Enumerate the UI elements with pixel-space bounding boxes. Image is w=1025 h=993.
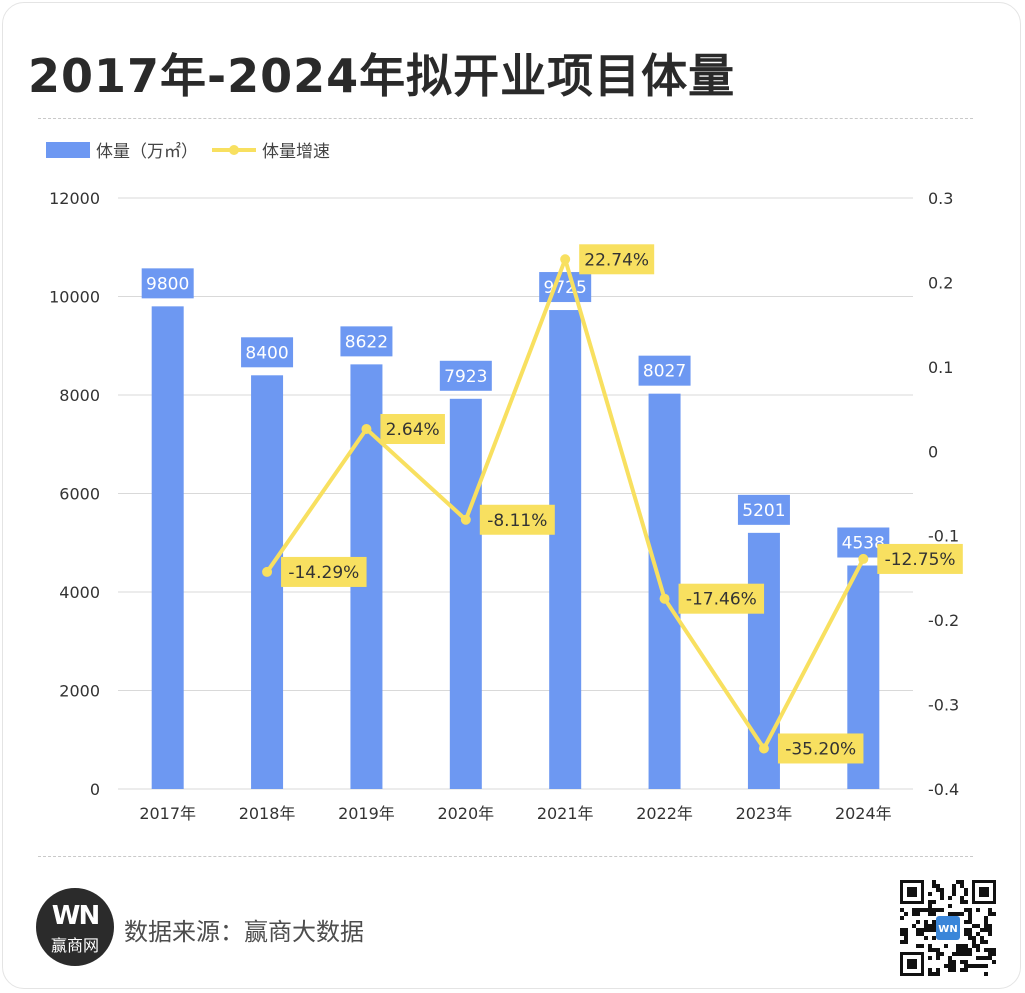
line-value-label: -35.20%	[785, 739, 856, 759]
y-right-tick-label: -0.4	[928, 780, 959, 799]
y-left-tick-label: 12000	[49, 189, 100, 208]
bar-label-box	[439, 360, 492, 391]
x-tick-label: 2024年	[835, 804, 892, 823]
y-right-tick-label: 0.3	[928, 189, 953, 208]
line-point	[361, 423, 372, 434]
bar-label-box	[539, 272, 592, 303]
line-label-box	[877, 543, 963, 574]
y-left-tick-label: 0	[90, 780, 100, 799]
bar	[251, 375, 284, 789]
line-label-box	[380, 413, 445, 444]
bar-value-label: 8027	[643, 362, 686, 382]
legend-label-line: 体量增速	[262, 142, 330, 162]
svg-text:WN: WN	[938, 924, 957, 935]
x-tick-label: 2018年	[239, 804, 296, 823]
y-left-tick-label: 6000	[59, 485, 100, 504]
line-point	[659, 593, 670, 604]
data-source: 数据来源：赢商大数据	[124, 918, 364, 946]
line-label-box	[678, 583, 765, 614]
y-left-tick-label: 2000	[59, 682, 100, 701]
title-divider	[38, 118, 973, 119]
line-point	[460, 514, 471, 525]
line-value-label: 22.74%	[584, 250, 649, 270]
line-label-box	[777, 733, 864, 764]
y-left-tick-label: 8000	[59, 386, 100, 405]
legend-swatch-bar	[46, 142, 90, 158]
line-point	[758, 743, 769, 754]
x-tick-label: 2017年	[139, 804, 196, 823]
bar-value-label: 8400	[245, 343, 288, 363]
y-left-tick-label: 10000	[49, 288, 100, 307]
logo-mark: WN	[51, 901, 100, 931]
line-value-label: -12.75%	[885, 550, 956, 570]
line-value-label: 2.64%	[386, 420, 440, 440]
combo-chart: 0 2000 4000 6000 8000 10000 12000 -0.4 -0.3 -0.2 -…	[46, 142, 963, 823]
bar	[648, 393, 681, 789]
winshang-logo-icon: WN 赢商网	[36, 888, 114, 966]
x-tick-label: 2019年	[338, 804, 395, 823]
y-right-tick-label: -0.2	[928, 611, 959, 630]
bar-label-box	[737, 494, 790, 525]
bar	[549, 310, 582, 789]
bar-label-box	[638, 355, 691, 386]
y-right-tick-label: 0.1	[928, 358, 953, 377]
x-tick-label: 2021年	[537, 804, 594, 823]
y-right-tick-label: -0.1	[928, 527, 959, 546]
bar-label-box	[141, 268, 194, 299]
logo-name: 赢商网	[50, 936, 99, 955]
line-value-label: -8.11%	[487, 511, 547, 531]
line-label-box	[579, 244, 655, 275]
x-tick-label: 2020年	[437, 804, 494, 823]
bar-value-label: 5201	[742, 501, 785, 521]
y-right-tick-label: -0.3	[928, 696, 959, 715]
bar-value-label: 9800	[146, 274, 189, 294]
bar-label-box	[241, 337, 294, 368]
line-point	[560, 254, 571, 265]
line-point	[262, 566, 273, 577]
page-title: 2017年-2024年拟开业项目体量	[28, 49, 736, 103]
y-right-tick-label: 0.2	[928, 273, 953, 292]
line-label-box	[281, 556, 367, 587]
bar	[151, 306, 184, 789]
line-value-label: -14.29%	[288, 563, 359, 583]
legend-label-bar: 体量（万㎡）	[96, 142, 198, 162]
line-point	[858, 553, 869, 564]
bar-value-label: 4538	[842, 534, 885, 554]
bar-label-box	[340, 326, 393, 357]
bar-value-label: 7923	[444, 367, 487, 387]
y-left-tick-label: 4000	[59, 583, 100, 602]
qr-code-icon: WN	[900, 880, 996, 976]
bar	[449, 398, 482, 789]
x-tick-label: 2023年	[736, 804, 793, 823]
legend-marker-line	[229, 145, 239, 155]
x-tick-label: 2022年	[636, 804, 693, 823]
footer-divider	[38, 856, 973, 857]
line-value-label: -17.46%	[686, 590, 757, 610]
bar-value-label: 8622	[345, 332, 388, 352]
y-right-tick-label: 0	[928, 442, 938, 461]
line-label-box	[479, 504, 555, 535]
